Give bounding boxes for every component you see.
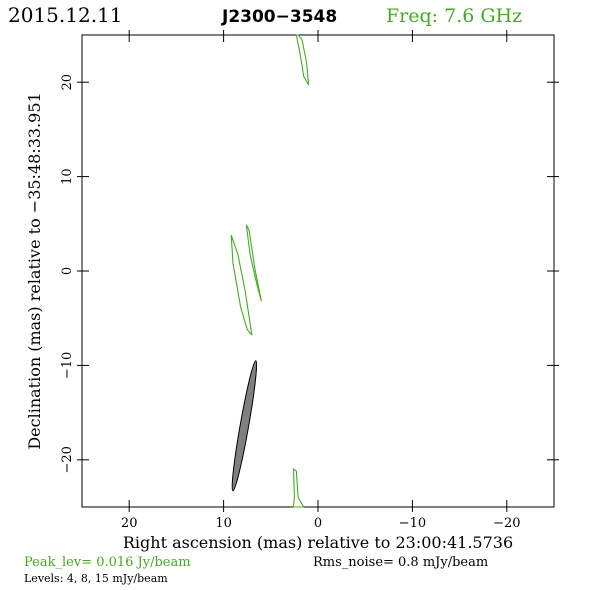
x-tick-label: 0 xyxy=(314,516,322,531)
y-tick-label: 0 xyxy=(60,267,75,275)
observation-date: 2015.12.11 xyxy=(8,3,123,27)
beam-layer xyxy=(231,360,258,492)
y-tick-label: −10 xyxy=(60,352,75,379)
rms-noise: Rms_noise= 0.8 mJy/beam xyxy=(313,555,488,570)
restoring-beam xyxy=(231,360,258,492)
frequency-label: Freq: 7.6 GHz xyxy=(386,5,522,27)
axis-tick-labels: 20 10 0 −10 −20 −20 −10 0 10 20 xyxy=(60,74,521,531)
x-tick-label: −10 xyxy=(399,516,426,531)
x-tick-label: 20 xyxy=(121,516,138,531)
y-axis-title: Declination (mas) relative to −35:48:33.… xyxy=(25,92,44,449)
peak-level: Peak_lev= 0.016 Jy/beam xyxy=(24,555,191,570)
contour-lines xyxy=(230,34,310,508)
plot-frame xyxy=(81,34,555,508)
contour-line xyxy=(230,234,253,336)
y-tick-label: −20 xyxy=(60,446,75,473)
contour-levels: Levels: 4, 8, 15 mJy/beam xyxy=(24,572,168,585)
x-tick-label: −20 xyxy=(493,516,520,531)
y-tick-label: 10 xyxy=(60,168,75,185)
x-axis-title: Right ascension (mas) relative to 23:00:… xyxy=(123,533,513,552)
axis-ticks xyxy=(77,30,559,512)
source-name: J2300−3548 xyxy=(221,7,337,27)
x-tick-label: 10 xyxy=(215,516,232,531)
contour-line xyxy=(245,224,262,302)
contour-line xyxy=(292,468,305,508)
contour-line xyxy=(295,34,310,86)
y-tick-label: 20 xyxy=(60,74,75,91)
